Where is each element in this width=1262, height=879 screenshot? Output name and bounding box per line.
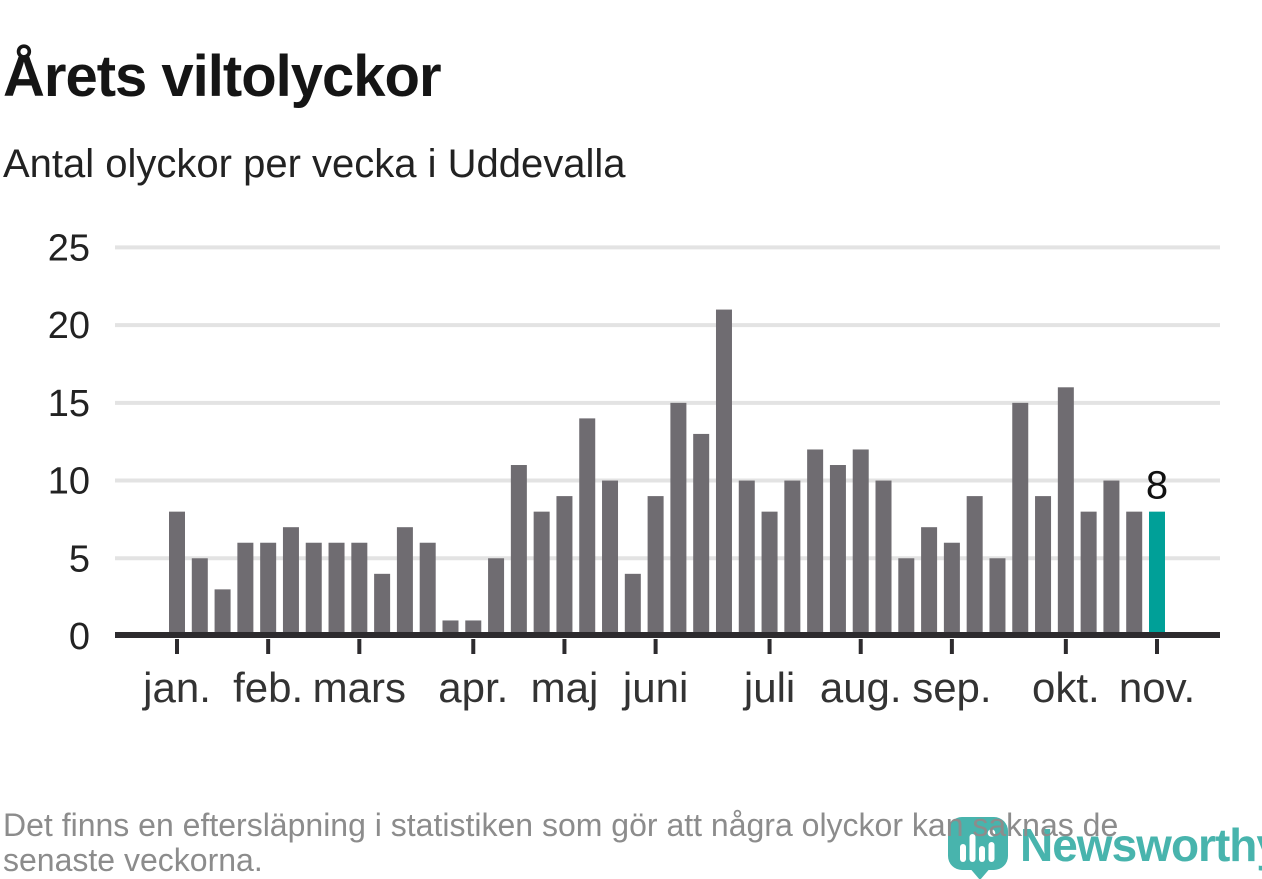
bar-week-17 [533, 511, 550, 636]
bar-week-26 [738, 480, 755, 636]
bar-week-43 [1126, 511, 1143, 636]
bar-week-36 [966, 496, 983, 636]
bar-week-5 [260, 542, 277, 636]
bar-week-28 [784, 480, 801, 636]
bar-week-7 [305, 542, 322, 636]
bar-week-35 [943, 542, 960, 636]
bar-week-30 [829, 465, 846, 636]
x-axis-label-mars: mars [313, 664, 406, 711]
bar-week-40 [1057, 387, 1074, 636]
y-axis-label-20: 20 [48, 305, 90, 347]
y-axis-label-25: 25 [48, 227, 90, 269]
footnote-line-1: Det finns en eftersläpning i statistiken… [3, 807, 1119, 843]
bar-week-2 [191, 558, 208, 636]
page-title: Årets viltolyckor [3, 43, 442, 109]
bar-week-3 [214, 589, 231, 636]
x-axis-label-jan: jan. [141, 664, 211, 711]
bar-week-32 [875, 480, 892, 636]
bar-week-27 [761, 511, 778, 636]
x-axis-label-sep: sep. [912, 664, 991, 711]
bar-week-25 [715, 309, 732, 636]
bar-week-37 [989, 558, 1006, 636]
bar-week-15 [488, 558, 505, 636]
bar-week-33 [898, 558, 915, 636]
bar-week-34 [921, 527, 938, 636]
newsworthy-logo: Newsworthy [946, 816, 1262, 879]
newsworthy-wordmark: Newsworthy [1020, 819, 1262, 871]
x-axis-label-juni: juni [621, 664, 688, 711]
bar-week-9 [351, 542, 368, 636]
bar-week-23 [670, 402, 687, 636]
bar-week-38 [1012, 402, 1029, 636]
y-axis-label-0: 0 [69, 616, 90, 658]
bar-week-20 [602, 480, 619, 636]
y-axis-label-15: 15 [48, 383, 90, 425]
bar-week-11 [396, 527, 413, 636]
x-axis-label-feb: feb. [233, 664, 303, 711]
bar-week-41 [1080, 511, 1097, 636]
weekly-accidents-bar-chart: 0 5 10 15 20 25 jan. feb. mars apr. maj juni juli aug… [48, 227, 1220, 711]
bar-week-10 [374, 573, 391, 636]
bar-week-22 [647, 496, 664, 636]
speech-bubble-bar-chart-icon [948, 817, 1008, 879]
y-axis-label-10: 10 [48, 461, 90, 503]
x-axis-label-aug: aug. [820, 664, 902, 711]
x-axis-label-juli: juli [742, 664, 795, 711]
bar-week-44 [1149, 511, 1166, 636]
bar-week-18 [556, 496, 573, 636]
x-axis-label-apr: apr. [438, 664, 508, 711]
bar-week-19 [579, 418, 596, 636]
bar-week-42 [1103, 480, 1120, 636]
highlight-value-label: 8 [1146, 464, 1168, 508]
x-axis-label-nov: nov. [1119, 664, 1195, 711]
bar-week-39 [1035, 496, 1052, 636]
y-axis-label-5: 5 [69, 538, 90, 580]
chart-subtitle: Antal olyckor per vecka i Uddevalla [3, 142, 626, 186]
x-axis-label-okt: okt. [1032, 664, 1100, 711]
bar-week-12 [419, 542, 436, 636]
bar-week-4 [237, 542, 254, 636]
bar-week-16 [510, 465, 527, 636]
bar-week-29 [807, 449, 824, 636]
x-axis-label-maj: maj [531, 664, 599, 711]
bar-week-8 [328, 542, 345, 636]
bar-week-21 [624, 573, 641, 636]
footnote-line-2: senaste veckorna. [3, 842, 263, 878]
footnote: Det finns en eftersläpning i statistiken… [3, 808, 1259, 878]
bar-week-31 [852, 449, 869, 636]
bar-week-24 [693, 433, 710, 636]
bar-week-1 [169, 511, 185, 636]
bar-week-6 [282, 527, 299, 636]
